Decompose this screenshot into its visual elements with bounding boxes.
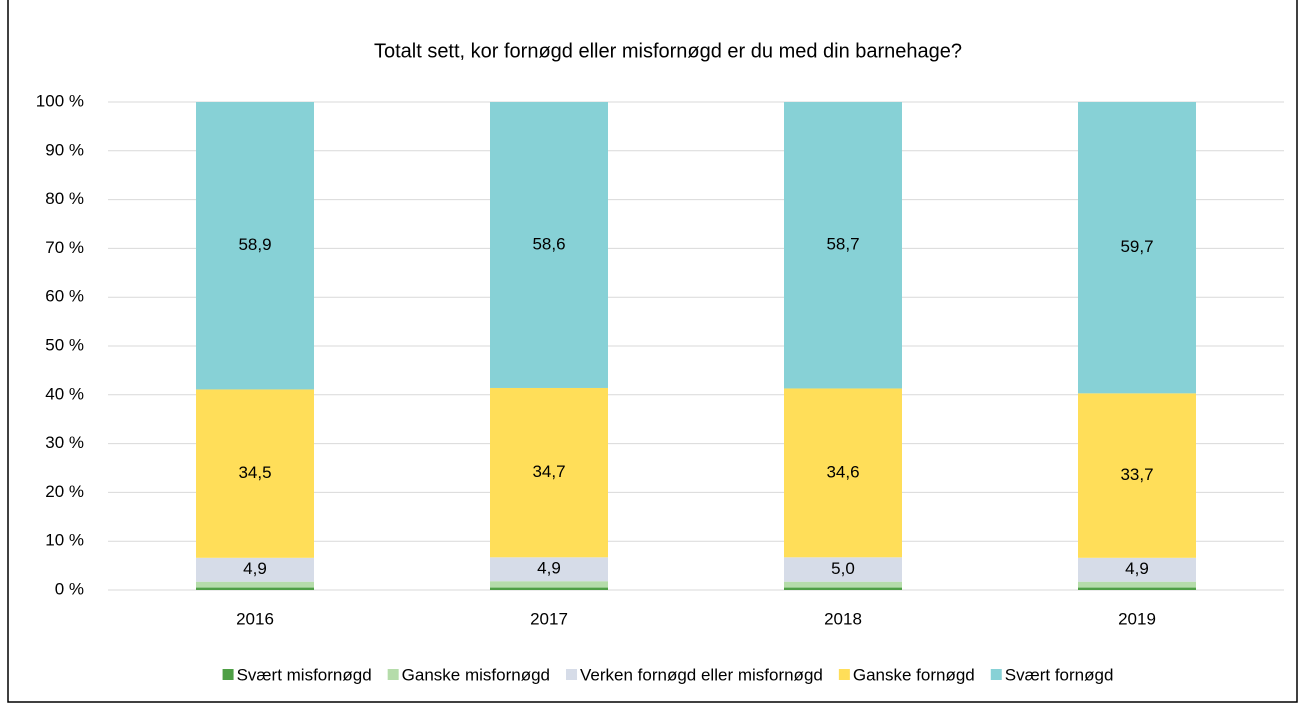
bar-segment	[784, 557, 902, 582]
legend-swatch	[566, 669, 578, 680]
bar-segment	[1078, 393, 1196, 558]
y-tick-label: 100 %	[36, 91, 84, 110]
y-tick-label: 90 %	[45, 140, 84, 159]
data-label: 5,0	[831, 559, 855, 578]
data-label: 4,9	[243, 559, 267, 578]
bar-segment	[490, 581, 608, 588]
x-tick-label: 2018	[824, 609, 862, 628]
data-label: 4,9	[537, 559, 561, 578]
data-label: 59,7	[1120, 237, 1153, 256]
y-tick-label: 30 %	[45, 433, 84, 452]
y-tick-label: 40 %	[45, 384, 84, 403]
bar-segment	[196, 557, 314, 582]
bar-segment	[490, 387, 608, 558]
legend-swatch	[838, 669, 850, 680]
legend-label: Svært misfornøgd	[237, 665, 372, 684]
legend-swatch	[990, 669, 1002, 680]
legend-swatch	[222, 669, 234, 680]
bar-segment	[490, 587, 608, 590]
bar-segment	[784, 581, 902, 588]
legend-label: Verken fornøgd eller misfornøgd	[580, 665, 823, 684]
bar-segment	[1078, 587, 1196, 590]
data-label: 58,6	[532, 234, 565, 253]
data-label: 34,6	[826, 462, 859, 481]
chart-title: Totalt sett, kor fornøgd eller misfornøg…	[374, 40, 962, 62]
bar-segment	[1078, 102, 1196, 394]
data-label: 34,5	[238, 463, 271, 482]
bar-segment	[196, 389, 314, 558]
data-label: 4,9	[1125, 559, 1149, 578]
y-tick-label: 0 %	[55, 579, 84, 598]
x-tick-label: 2016	[236, 609, 274, 628]
bar-segment	[784, 587, 902, 590]
data-label: 34,7	[532, 462, 565, 481]
bar-segment	[784, 102, 902, 389]
x-tick-label: 2017	[530, 609, 568, 628]
bar-segment	[196, 587, 314, 590]
y-tick-label: 70 %	[45, 238, 84, 257]
data-label: 58,7	[826, 235, 859, 254]
bar-segment	[196, 581, 314, 588]
y-tick-label: 20 %	[45, 482, 84, 501]
y-tick-label: 80 %	[45, 189, 84, 208]
data-label: 33,7	[1120, 465, 1153, 484]
y-tick-label: 50 %	[45, 335, 84, 354]
bar-segment	[490, 557, 608, 582]
y-tick-label: 10 %	[45, 531, 84, 550]
bar-segment	[490, 102, 608, 388]
legend-label: Ganske misfornøgd	[402, 665, 550, 684]
legend-swatch	[387, 669, 399, 680]
bar-segment	[1078, 557, 1196, 582]
bar-segment	[784, 388, 902, 558]
legend-label: Ganske fornøgd	[853, 665, 975, 684]
bar-segment	[196, 102, 314, 390]
x-tick-label: 2019	[1118, 609, 1156, 628]
y-tick-label: 60 %	[45, 287, 84, 306]
bar-segment	[1078, 581, 1196, 588]
data-label: 58,9	[238, 235, 271, 254]
legend-label: Svært fornøgd	[1005, 665, 1114, 684]
